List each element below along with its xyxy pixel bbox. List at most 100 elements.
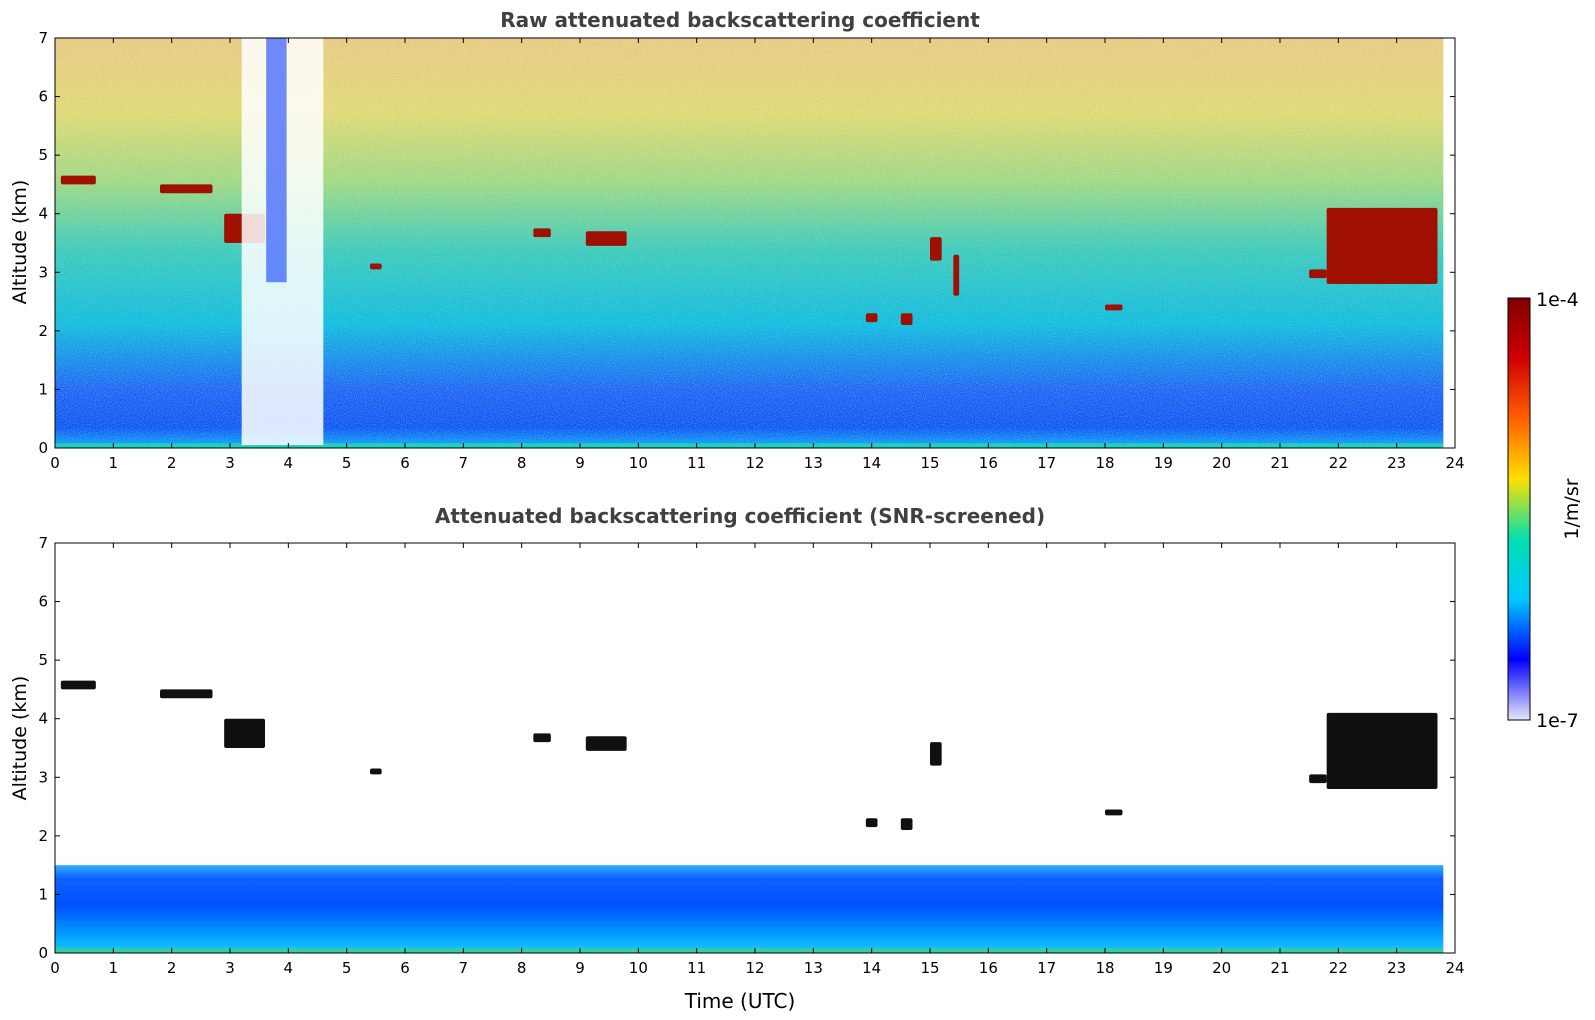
x-tick-label: 21 (1270, 454, 1289, 472)
x-tick-label: 3 (225, 454, 235, 472)
x-tick-label: 6 (400, 454, 410, 472)
screened-panel-title: Attenuated backscattering coefficient (S… (435, 504, 1045, 528)
x-tick-label: 12 (745, 454, 764, 472)
colorbar-max-label: 1e-4 (1536, 289, 1579, 311)
x-tick-label: 19 (1154, 959, 1173, 977)
x-tick-label: 1 (109, 454, 119, 472)
screened-x-axis: 0 1 2 3 4 5 6 7 8 9 10 11 12 13 14 15 16 17 18 19 20 21 22 23 24 (50, 543, 1465, 977)
cloud-feature (1326, 207, 1438, 284)
x-tick-label: 18 (1095, 454, 1114, 472)
screened-panel: Attenuated backscattering coefficient (S… (9, 504, 1465, 1013)
colorbar-min-label: 1e-7 (1536, 710, 1579, 732)
x-tick-label: 14 (862, 959, 881, 977)
x-tick-label: 4 (284, 454, 294, 472)
x-tick-label: 22 (1329, 959, 1348, 977)
y-tick-label: 5 (38, 651, 48, 669)
cloud-feature (224, 718, 265, 748)
cloud-feature (585, 736, 627, 751)
y-tick-label: 4 (38, 710, 48, 728)
x-tick-label: 24 (1445, 959, 1464, 977)
x-tick-label: 3 (225, 959, 235, 977)
x-tick-label: 13 (804, 959, 823, 977)
y-tick-label: 1 (38, 885, 48, 903)
x-tick-label: 1 (109, 959, 119, 977)
x-tick-label: 20 (1212, 959, 1231, 977)
precipitation-core (266, 38, 287, 283)
x-tick-label: 11 (687, 454, 706, 472)
screened-heatmap (55, 680, 1444, 953)
x-tick-label: 21 (1270, 959, 1289, 977)
y-tick-label: 0 (38, 439, 48, 457)
x-tick-label: 9 (575, 959, 585, 977)
cloud-feature (930, 742, 942, 766)
x-tick-label: 7 (459, 454, 469, 472)
x-tick-label: 14 (862, 454, 881, 472)
x-tick-label: 16 (979, 959, 998, 977)
y-tick-label: 3 (38, 263, 48, 281)
x-tick-label: 4 (284, 959, 294, 977)
y-tick-label: 4 (38, 205, 48, 223)
x-tick-label: 11 (687, 959, 706, 977)
x-tick-label: 5 (342, 959, 352, 977)
raw-panel-title: Raw attenuated backscattering coefficien… (500, 8, 980, 32)
x-tick-label: 12 (745, 959, 764, 977)
x-tick-label: 15 (920, 959, 939, 977)
cloud-feature (533, 733, 551, 743)
x-tick-label: 24 (1445, 454, 1464, 472)
x-tick-label: 16 (979, 454, 998, 472)
cloud-feature (865, 313, 878, 323)
x-tick-label: 7 (459, 959, 469, 977)
x-tick-label: 0 (50, 959, 60, 977)
raw-panel: Raw attenuated backscattering coefficien… (9, 8, 1465, 472)
cloud-feature (1105, 304, 1123, 311)
boundary-layer (55, 865, 1444, 953)
cloud-feature (370, 768, 382, 775)
y-tick-label: 2 (38, 827, 48, 845)
x-tick-label: 20 (1212, 454, 1231, 472)
cloud-feature (60, 175, 96, 185)
x-tick-label: 2 (167, 959, 177, 977)
x-tick-label: 23 (1387, 454, 1406, 472)
screened-y-axis-label: Altitude (km) (9, 676, 31, 801)
y-tick-label: 6 (38, 88, 48, 106)
cloud-feature (533, 228, 551, 238)
surface-layer (55, 443, 1444, 448)
x-axis-label: Time (UTC) (684, 989, 796, 1013)
y-tick-label: 5 (38, 146, 48, 164)
x-tick-label: 10 (629, 959, 648, 977)
surface-layer (55, 948, 1444, 953)
x-tick-label: 9 (575, 454, 585, 472)
cloud-feature (1326, 712, 1438, 789)
cloud-feature (585, 231, 627, 246)
x-tick-label: 8 (517, 959, 527, 977)
x-tick-label: 8 (517, 454, 527, 472)
x-tick-label: 6 (400, 959, 410, 977)
x-tick-label: 5 (342, 454, 352, 472)
cloud-feature (900, 818, 913, 830)
raw-x-axis: 0 1 2 3 4 5 6 7 8 9 10 11 12 13 14 15 16 17 18 19 20 21 22 23 24 (50, 38, 1465, 472)
cloud-feature (160, 184, 213, 194)
y-tick-label: 1 (38, 380, 48, 398)
x-tick-label: 19 (1154, 454, 1173, 472)
y-tick-label: 3 (38, 768, 48, 786)
raw-y-axis-label: Altitude (km) (9, 180, 31, 305)
colorbar-unit-label: 1/m/sr (1561, 478, 1583, 539)
x-tick-label: 13 (804, 454, 823, 472)
y-tick-label: 0 (38, 944, 48, 962)
x-tick-label: 15 (920, 454, 939, 472)
raw-y-axis: 0 1 2 3 4 5 6 7 (38, 29, 1455, 457)
cloud-feature (1309, 269, 1327, 279)
colorbar: 1e-4 1e-7 1/m/sr (1507, 289, 1583, 732)
screened-y-axis: 0 1 2 3 4 5 6 7 (38, 534, 1455, 962)
y-tick-label: 2 (38, 322, 48, 340)
cloud-feature (1105, 809, 1123, 816)
raw-heatmap (55, 38, 1444, 448)
colorbar-gradient (1507, 297, 1531, 721)
y-tick-label: 7 (38, 534, 48, 552)
x-tick-label: 17 (1037, 454, 1056, 472)
cloud-feature (930, 237, 942, 261)
y-tick-label: 7 (38, 29, 48, 47)
cloud-feature (60, 680, 96, 690)
cloud-feature (1309, 774, 1327, 784)
